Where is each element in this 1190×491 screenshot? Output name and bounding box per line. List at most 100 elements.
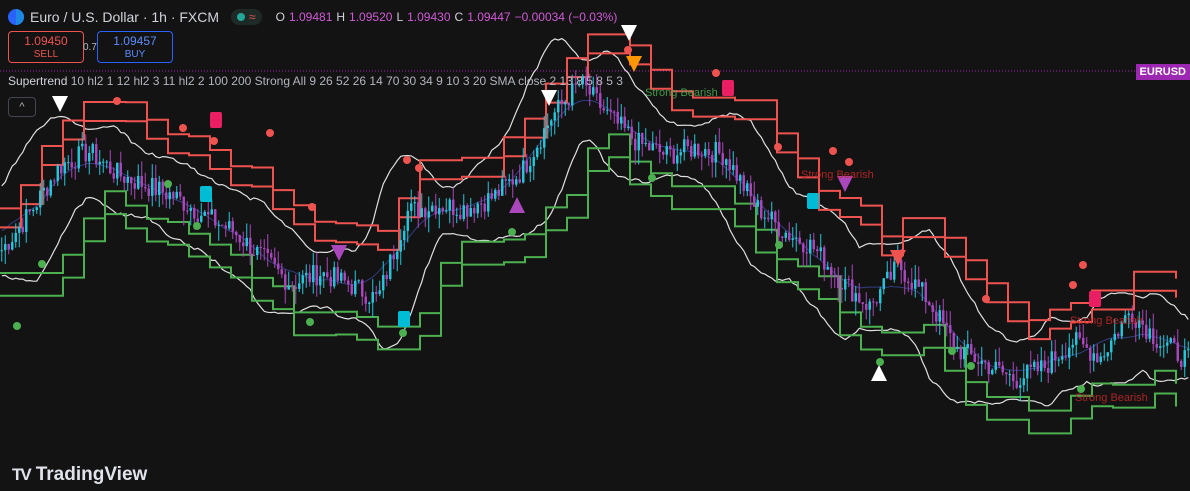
candle-body [452,199,455,215]
candle-body [375,291,378,294]
candle-body [854,293,857,302]
candle-body [273,257,276,264]
candle-body [1134,322,1137,328]
candle-body [361,280,364,297]
candle-body [35,207,38,210]
candle-body [462,205,465,219]
candle-body [532,156,535,167]
symbol-title[interactable]: Euro / U.S. Dollar · 1h · FXCM [30,9,220,25]
candle-body [60,165,63,174]
candle-body [140,175,143,187]
candle-body [14,232,17,243]
trend-flip-dot [624,46,632,54]
candle-body [105,161,108,163]
candle-body [585,76,588,86]
candle-body [1064,356,1067,358]
candle-body [623,116,626,128]
candle-body [749,183,752,197]
candle-body [1183,350,1186,367]
candle-body [557,99,560,113]
middle-band [1,99,1189,372]
candle-body [756,200,759,207]
sell-signal-marker [621,25,637,41]
sell-signal-marker [541,90,557,106]
buy-button[interactable]: 1.09457 BUY [97,31,173,63]
candle-body [658,144,661,152]
candle-body [1120,322,1123,337]
sell-button[interactable]: 1.09450 SELL [8,31,84,63]
candle-body [998,361,1001,366]
candle-body [830,266,833,276]
candle-body [816,249,819,252]
candle-body [168,192,171,200]
candle-body [518,179,521,183]
candle-body [42,187,45,191]
candle-body [1145,324,1148,339]
candle-body [679,152,682,156]
candle-body [1187,348,1190,351]
indicator-legend[interactable]: Supertrend 10 hl2 1 12 hl2 3 11 hl2 2 10… [8,74,623,88]
candle-body [721,153,724,165]
candle-body [357,280,360,282]
candle-body [973,353,976,363]
open-label: O [275,10,285,24]
candle-body [1141,320,1144,325]
candle-body [497,189,500,196]
candle-body [823,247,826,270]
candle-body [529,166,532,173]
candle-body [466,205,469,217]
candle-body [1162,345,1165,347]
candle-body [119,162,122,177]
candle-body [1082,337,1085,345]
sell-signal-marker [52,96,68,112]
buy-signal-marker [509,197,525,213]
candle-body [175,191,178,199]
trend-flip-dot [193,222,201,230]
candle-body [994,361,997,370]
candle-body [214,209,217,226]
candle-body [641,132,644,144]
candle-body [39,190,42,208]
candle-body [1176,342,1179,361]
candle-body [28,209,31,212]
strong-buy-marker [200,186,212,202]
candle-body [413,202,416,204]
market-status-pill[interactable]: ≈ [231,9,262,25]
supertrend-resistance-outer [0,33,1177,322]
collapse-legend-button[interactable]: ^ [8,97,36,117]
low-label: L [396,10,404,24]
candle-body [210,209,213,215]
candle-body [963,347,966,360]
upper-band [1,37,1189,343]
trend-flip-dot [306,318,314,326]
candle-body [851,279,854,302]
spread-value: 0.7 [83,42,97,53]
candle-body [539,147,542,149]
candle-body [186,210,189,212]
candle-body [609,109,612,112]
candle-body [991,369,994,375]
buy-label: BUY [124,49,146,60]
candle-body [977,362,980,364]
trend-flip-dot [1077,385,1085,393]
candle-body [256,246,259,256]
symbol-price-tag: EURUSD [1135,64,1190,80]
candle-body [21,226,24,233]
candle-body [501,179,504,196]
candle-body [151,177,154,196]
candle-body [767,217,770,220]
candle-body [431,205,434,212]
candle-body [336,267,339,281]
trend-flip-dot [876,358,884,366]
candle-body [340,272,343,281]
candle-body [1008,374,1011,376]
candle-body [956,347,959,349]
tradingview-logo[interactable]: TV TradingView [12,464,147,486]
candle-body [788,232,791,240]
candle-body [133,183,136,189]
trend-flip-dot [967,362,975,370]
candle-body [417,202,420,218]
candle-body [644,143,647,145]
candle-body [476,203,479,214]
